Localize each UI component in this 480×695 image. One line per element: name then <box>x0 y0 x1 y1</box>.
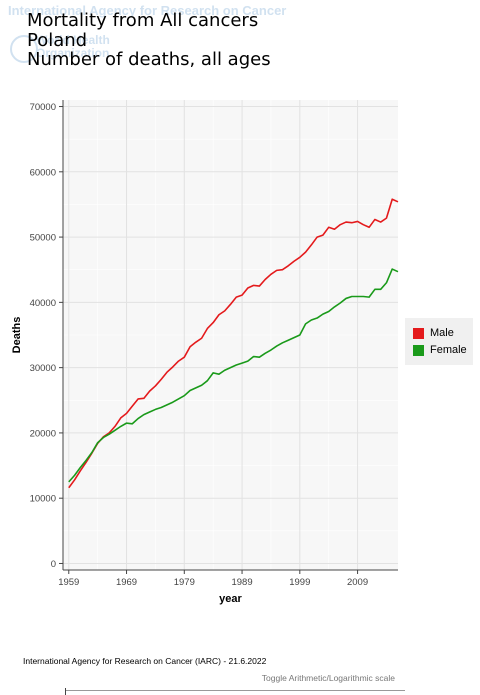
watermark-who-line2: Organization <box>36 46 110 60</box>
chart-legend: Male Female <box>405 318 473 365</box>
x-tick-label: 2009 <box>347 577 368 588</box>
series-line-male <box>68 198 399 489</box>
source-footer: International Agency for Research on Can… <box>23 656 267 666</box>
mortality-line-chart: 0 10000 20000 30000 40000 50000 60000 70000 1959… <box>11 100 399 605</box>
legend-item-male[interactable]: Male <box>413 326 454 340</box>
y-tick-label: 50000 <box>30 233 56 244</box>
chart-subtitle: Number of deaths, all ages <box>27 49 271 70</box>
y-tick-label: 0 <box>51 559 56 570</box>
series-line-female <box>68 268 399 483</box>
x-tick-label: 1969 <box>116 577 137 588</box>
legend-item-female[interactable]: Female <box>413 343 467 357</box>
watermark-who-line1: World Health <box>36 33 110 47</box>
y-tick-label: 10000 <box>30 494 56 505</box>
bottom-divider-tick <box>65 688 66 695</box>
x-tick-label: 1979 <box>174 577 195 588</box>
legend-swatch-female <box>413 344 424 356</box>
x-axis-title: year <box>219 593 242 605</box>
who-globe-icon <box>10 35 38 63</box>
chart-country: Poland <box>27 29 88 51</box>
legend-label-female: Female <box>430 344 467 356</box>
legend-swatch-male <box>413 327 424 339</box>
y-tick-label: 70000 <box>30 102 56 113</box>
watermark-who-text: World Health Organization <box>36 34 110 60</box>
bottom-divider <box>65 690 405 691</box>
x-tick-label: 1959 <box>58 577 79 588</box>
toggle-scale-link[interactable]: Toggle Arithmetic/Logarithmic scale <box>261 673 395 683</box>
watermark-agency-text: International Agency for Research on Can… <box>8 3 287 18</box>
y-axis-title: Deaths <box>11 317 23 354</box>
y-tick-label: 60000 <box>30 167 56 178</box>
x-tick-label: 1989 <box>231 577 252 588</box>
y-tick-label: 20000 <box>30 428 56 439</box>
iarc-watermark: International Agency for Research on Can… <box>8 3 288 63</box>
chart-title: Mortality from All cancers <box>27 10 259 31</box>
y-tick-label: 40000 <box>30 298 56 309</box>
legend-label-male: Male <box>430 327 454 339</box>
x-tick-label: 1999 <box>289 577 310 588</box>
chart-title-block: Mortality from All cancers Poland Number… <box>27 11 271 70</box>
y-tick-label: 30000 <box>30 363 56 374</box>
